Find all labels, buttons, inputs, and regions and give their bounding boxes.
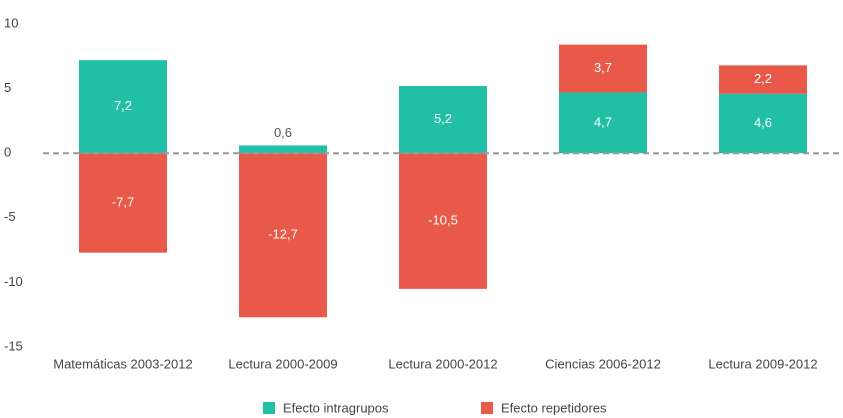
data-label: 5,2: [434, 111, 452, 126]
bar-segment: [399, 86, 487, 154]
x-tick-label: Ciencias 2006-2012: [545, 356, 661, 371]
bar-segment: [559, 92, 647, 154]
data-label: -12,7: [268, 227, 298, 242]
y-tick-label: 10: [4, 15, 18, 30]
bar-segment: [559, 44, 647, 93]
y-tick-label: 5: [4, 80, 11, 95]
data-label: 3,7: [594, 60, 612, 75]
data-label: 0,6: [274, 125, 292, 140]
x-tick-label: Lectura 2000-2012: [388, 356, 497, 371]
data-label: 4,7: [594, 114, 612, 129]
x-tick-label: Lectura 2009-2012: [708, 356, 817, 371]
y-tick-label: -15: [4, 338, 23, 353]
data-label: 2,2: [754, 71, 772, 86]
x-tick-label: Lectura 2000-2009: [228, 356, 337, 371]
y-tick-label: 0: [4, 145, 11, 160]
legend-swatch: [481, 402, 493, 414]
bar-segment: [79, 153, 167, 253]
bar-segment: [719, 93, 807, 154]
legend-swatch: [263, 402, 275, 414]
bar-segment: [79, 60, 167, 154]
bar-segment: [239, 153, 327, 318]
data-label: 4,6: [754, 115, 772, 130]
data-label: 7,2: [114, 98, 132, 113]
bar-segment: [239, 145, 327, 154]
bar-segment: [719, 65, 807, 94]
y-tick-label: -5: [4, 209, 16, 224]
x-tick-label: Matemáticas 2003-2012: [53, 356, 192, 371]
legend-label: Efecto repetidores: [501, 400, 607, 415]
legend-label: Efecto intragrupos: [283, 400, 389, 415]
bar-segment: [399, 153, 487, 289]
data-label: -10,5: [428, 212, 458, 227]
data-label: -7,7: [112, 194, 134, 209]
y-tick-label: -10: [4, 274, 23, 289]
